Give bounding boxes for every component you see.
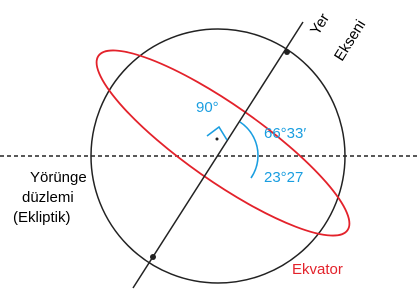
page: Yer Ekseni 90° 66°33′ 23°27 Yörünge düzl… — [0, 0, 419, 294]
right-angle-dot — [216, 138, 219, 141]
plane-label: düzlemi — [22, 189, 74, 206]
pole-dot — [150, 254, 156, 260]
plane-label: Yörünge — [30, 169, 87, 186]
equator-label: Ekvator — [292, 261, 343, 278]
angle-arc — [251, 156, 258, 178]
pole-dot — [284, 49, 290, 55]
angle-label: 66°33′ — [264, 125, 306, 142]
equator-ellipse — [77, 25, 370, 262]
plane-label: (Ekliptik) — [13, 209, 71, 226]
angle-label: 90° — [196, 99, 219, 116]
diagram: Yer Ekseni 90° 66°33′ 23°27 Yörünge düzl… — [0, 0, 419, 294]
angle-label: 23°27 — [264, 169, 303, 186]
angle-arc — [240, 122, 258, 156]
axis-label: Ekseni — [331, 17, 369, 64]
axis-label: Yer — [307, 10, 333, 38]
